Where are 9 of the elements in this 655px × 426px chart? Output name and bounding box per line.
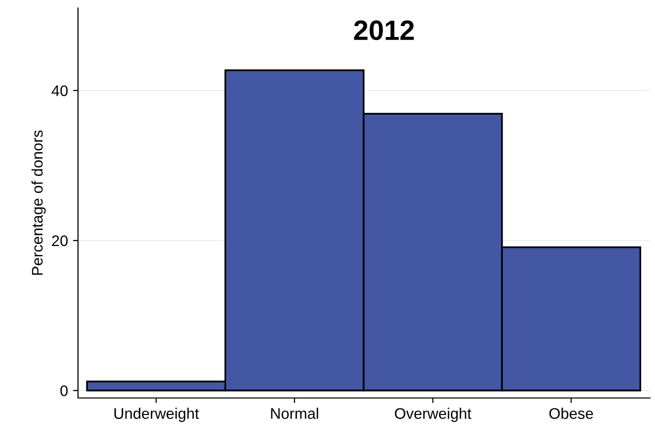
y-tick-label: 20 [52, 235, 68, 246]
x-tick-label: Normal [271, 408, 318, 419]
x-tick-label: Overweight [394, 408, 472, 422]
x-tick-label: Obese [549, 408, 593, 419]
y-tick-label: 40 [52, 85, 68, 96]
chart-title: 2012 [354, 20, 414, 40]
y-tick-label: 0 [60, 385, 68, 396]
x-tick-label: Underweight [114, 408, 199, 422]
y-axis-title: Percentage of donors [31, 130, 46, 275]
